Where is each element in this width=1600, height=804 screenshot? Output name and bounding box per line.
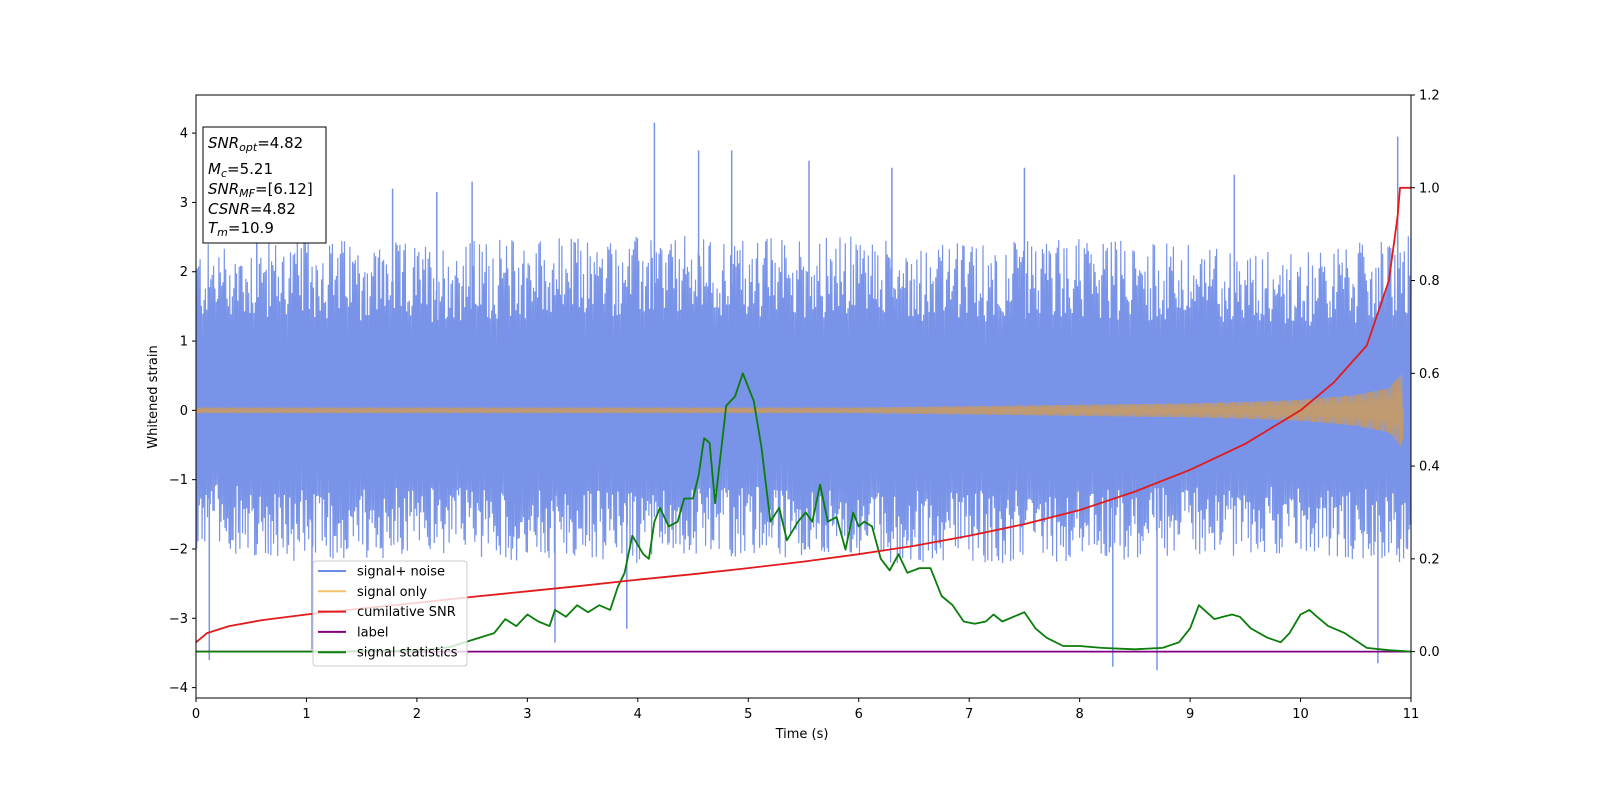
y-axis-right: 0.0 0.2 0.4 0.6 0.8 1.0 1.2 <box>1411 89 1440 660</box>
info-tm: Tm=10.9 <box>208 219 274 239</box>
x-tick-label-11: 11 <box>1403 707 1420 722</box>
info-mc: Mc=5.21 <box>208 160 273 180</box>
info-box-frame <box>202 126 327 244</box>
x-axis-label: Time (s) <box>775 727 829 742</box>
y-left-tick-label-0: −4 <box>169 681 188 696</box>
info-tm-subscript: m <box>217 226 228 239</box>
y-left-tick-label-7: 3 <box>180 196 188 211</box>
y-left-tick-label-2: −2 <box>169 542 188 557</box>
x-tick-label-10: 10 <box>1292 707 1309 722</box>
x-tick-label-8: 8 <box>1075 707 1083 722</box>
y-left-tick-label-5: 1 <box>180 335 188 350</box>
info-mc-symbol: M <box>208 160 221 178</box>
y-axis-left: −4 −3 −2 −1 0 1 2 3 4 <box>169 127 196 696</box>
y-right-tick-label-6: 1.2 <box>1419 89 1440 104</box>
y-right-tick-label-0: 0.0 <box>1419 645 1440 660</box>
series-signal-only-line <box>196 373 1404 447</box>
x-tick-label-4: 4 <box>634 707 642 722</box>
x-axis: 0 1 2 3 4 5 6 7 8 9 10 11 <box>192 698 1419 722</box>
info-snr-mf: SNRMF=[6.12] <box>208 180 313 200</box>
y-right-tick-label-5: 1.0 <box>1419 181 1440 196</box>
legend-entries: signal+ noise signal only cumilative SNR la… <box>318 565 458 661</box>
y-right-tick-label-3: 0.6 <box>1419 367 1440 382</box>
y-left-tick-label-1: −3 <box>169 612 188 627</box>
info-csnr-symbol: CSNR <box>208 200 250 218</box>
legend-label-1: signal only <box>357 585 427 600</box>
y-right-tick-label-1: 0.2 <box>1419 552 1440 567</box>
legend-label-2: cumilative SNR <box>357 605 456 620</box>
y-left-tick-label-8: 4 <box>180 127 188 142</box>
legend: signal+ noise signal only cumilative SNR la… <box>312 560 468 667</box>
x-tick-label-0: 0 <box>192 707 200 722</box>
info-csnr-value: =4.82 <box>250 200 296 218</box>
legend-label-3: label <box>357 625 388 640</box>
x-tick-label-3: 3 <box>523 707 531 722</box>
y-axis-label: Whitened strain <box>146 345 161 448</box>
x-tick-label-1: 1 <box>302 707 310 722</box>
info-snr-mf-symbol: SNR <box>208 180 239 198</box>
info-snr-mf-subscript: MF <box>239 187 255 200</box>
x-tick-label-5: 5 <box>744 707 752 722</box>
info-snr-mf-value: =[6.12] <box>255 180 313 198</box>
info-csnr: CSNR=4.82 <box>208 200 296 218</box>
y-right-tick-label-2: 0.4 <box>1419 460 1440 475</box>
x-tick-label-2: 2 <box>413 707 421 722</box>
y-left-tick-label-4: 0 <box>180 404 188 419</box>
left-axis-series <box>196 122 1411 671</box>
series-signal-statistics-line <box>196 372 1411 653</box>
y-right-tick-label-4: 0.8 <box>1419 274 1440 289</box>
x-tick-label-9: 9 <box>1186 707 1194 722</box>
info-snr-opt: SNRopt=4.82 <box>208 134 303 154</box>
legend-label-4: signal statistics <box>357 646 458 661</box>
info-tm-value: =10.9 <box>228 219 274 237</box>
info-mc-subscript: c <box>221 167 227 180</box>
legend-frame <box>312 560 468 667</box>
info-mc-value: =5.21 <box>227 160 273 178</box>
info-snr-opt-subscript: opt <box>239 141 258 154</box>
info-box: SNRopt=4.82 Mc=5.21 SNRMF=[6.12] CSNR=4.… <box>202 126 327 244</box>
series-signal-noise-line <box>196 236 1411 564</box>
y-left-tick-label-3: −1 <box>169 473 188 488</box>
info-snr-opt-value: =4.82 <box>257 134 303 152</box>
info-snr-opt-symbol: SNR <box>208 134 239 152</box>
legend-label-0: signal+ noise <box>357 565 445 580</box>
y-left-tick-label-6: 2 <box>180 265 188 280</box>
plot-frame <box>195 94 1412 699</box>
info-tm-symbol: T <box>208 219 219 237</box>
x-tick-label-7: 7 <box>965 707 973 722</box>
x-tick-label-6: 6 <box>855 707 863 722</box>
